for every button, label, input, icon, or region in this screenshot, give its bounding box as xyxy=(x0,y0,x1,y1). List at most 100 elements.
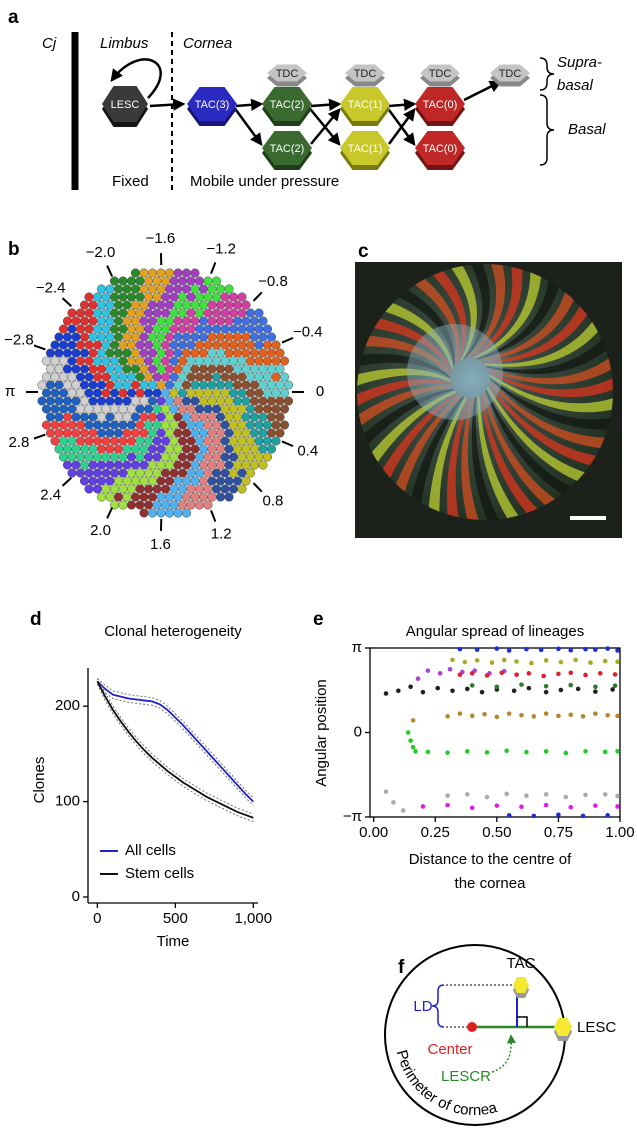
angle-tick-label: 2.8 xyxy=(9,434,30,451)
cell xyxy=(105,428,115,438)
cell xyxy=(152,276,162,286)
scatter-point xyxy=(445,802,450,808)
cell xyxy=(156,268,166,278)
cell xyxy=(160,340,170,350)
cell xyxy=(139,508,149,518)
scatter-point xyxy=(469,713,475,719)
cell xyxy=(118,500,128,510)
scatter-point xyxy=(519,712,524,718)
cell xyxy=(181,268,191,278)
arrow xyxy=(463,80,503,102)
eye-stripe xyxy=(471,396,503,520)
cell xyxy=(237,340,247,350)
cell xyxy=(113,332,123,342)
cell xyxy=(126,420,136,430)
cell xyxy=(228,436,238,446)
cell xyxy=(186,372,196,382)
cell xyxy=(92,468,102,478)
cell xyxy=(232,364,242,374)
cell xyxy=(263,420,273,430)
cell xyxy=(118,308,128,318)
cell xyxy=(118,356,128,366)
cell xyxy=(198,444,208,454)
scatter-point xyxy=(494,646,500,651)
cell xyxy=(143,292,153,302)
cell xyxy=(101,452,111,462)
cell xyxy=(173,492,183,502)
eye-stripe xyxy=(357,385,453,431)
scatter-point xyxy=(543,802,549,808)
cell xyxy=(254,420,264,430)
cell xyxy=(156,492,166,502)
cell xyxy=(126,292,136,302)
cell xyxy=(245,452,255,462)
cell xyxy=(126,468,136,478)
tac-cell xyxy=(415,131,465,165)
cell xyxy=(169,484,179,494)
cell xyxy=(59,372,69,382)
cell xyxy=(63,444,73,454)
angle-tick-label: 1.2 xyxy=(211,526,232,543)
cell xyxy=(169,420,179,430)
cell xyxy=(169,388,179,398)
cell xyxy=(271,372,281,382)
scatter-point xyxy=(558,687,564,693)
cell xyxy=(237,420,247,430)
cell xyxy=(88,444,98,454)
cell xyxy=(237,356,247,366)
cell xyxy=(113,380,123,390)
cell xyxy=(126,500,136,510)
cell xyxy=(122,412,132,422)
cell xyxy=(84,404,94,414)
tac-cell-label: TAC(2) xyxy=(270,99,305,111)
cell xyxy=(220,356,230,366)
cell xyxy=(101,404,111,414)
cell xyxy=(164,364,174,374)
scatter-point xyxy=(489,660,495,665)
cell xyxy=(275,428,285,438)
cell xyxy=(147,380,157,390)
cell xyxy=(173,332,183,342)
cell xyxy=(177,308,187,318)
angle-tick-label: 2.4 xyxy=(40,486,61,503)
cell xyxy=(186,420,196,430)
cell xyxy=(203,468,213,478)
ld-label: LD xyxy=(413,998,432,1015)
scatter-point xyxy=(425,749,431,755)
angle-tick xyxy=(33,344,46,351)
cell xyxy=(139,476,149,486)
scatter-point xyxy=(556,671,561,677)
cell xyxy=(42,420,52,430)
cell xyxy=(177,324,187,334)
scatter-point xyxy=(538,647,544,653)
cell xyxy=(267,412,277,422)
arrow xyxy=(234,109,263,147)
cell xyxy=(186,452,196,462)
cell xyxy=(139,380,149,390)
cell xyxy=(207,492,217,502)
cell-mosaic xyxy=(37,268,294,518)
cell xyxy=(203,484,213,494)
cell xyxy=(177,420,187,430)
cell xyxy=(139,444,149,454)
cell xyxy=(267,380,277,390)
eye-stripe xyxy=(489,377,613,430)
cell xyxy=(109,452,119,462)
cell xyxy=(59,420,69,430)
cell xyxy=(186,308,196,318)
cell xyxy=(152,324,162,334)
cell xyxy=(254,356,264,366)
cell xyxy=(220,452,230,462)
cell xyxy=(181,396,191,406)
scatter-point xyxy=(556,646,561,652)
cell xyxy=(84,356,94,366)
cell xyxy=(228,340,238,350)
cell xyxy=(54,364,64,374)
cell xyxy=(113,300,123,310)
tdc-label: TDC xyxy=(429,68,452,80)
cell xyxy=(122,284,132,294)
cell xyxy=(280,404,290,414)
cell xyxy=(271,436,281,446)
cell xyxy=(186,340,196,350)
cell xyxy=(211,452,221,462)
